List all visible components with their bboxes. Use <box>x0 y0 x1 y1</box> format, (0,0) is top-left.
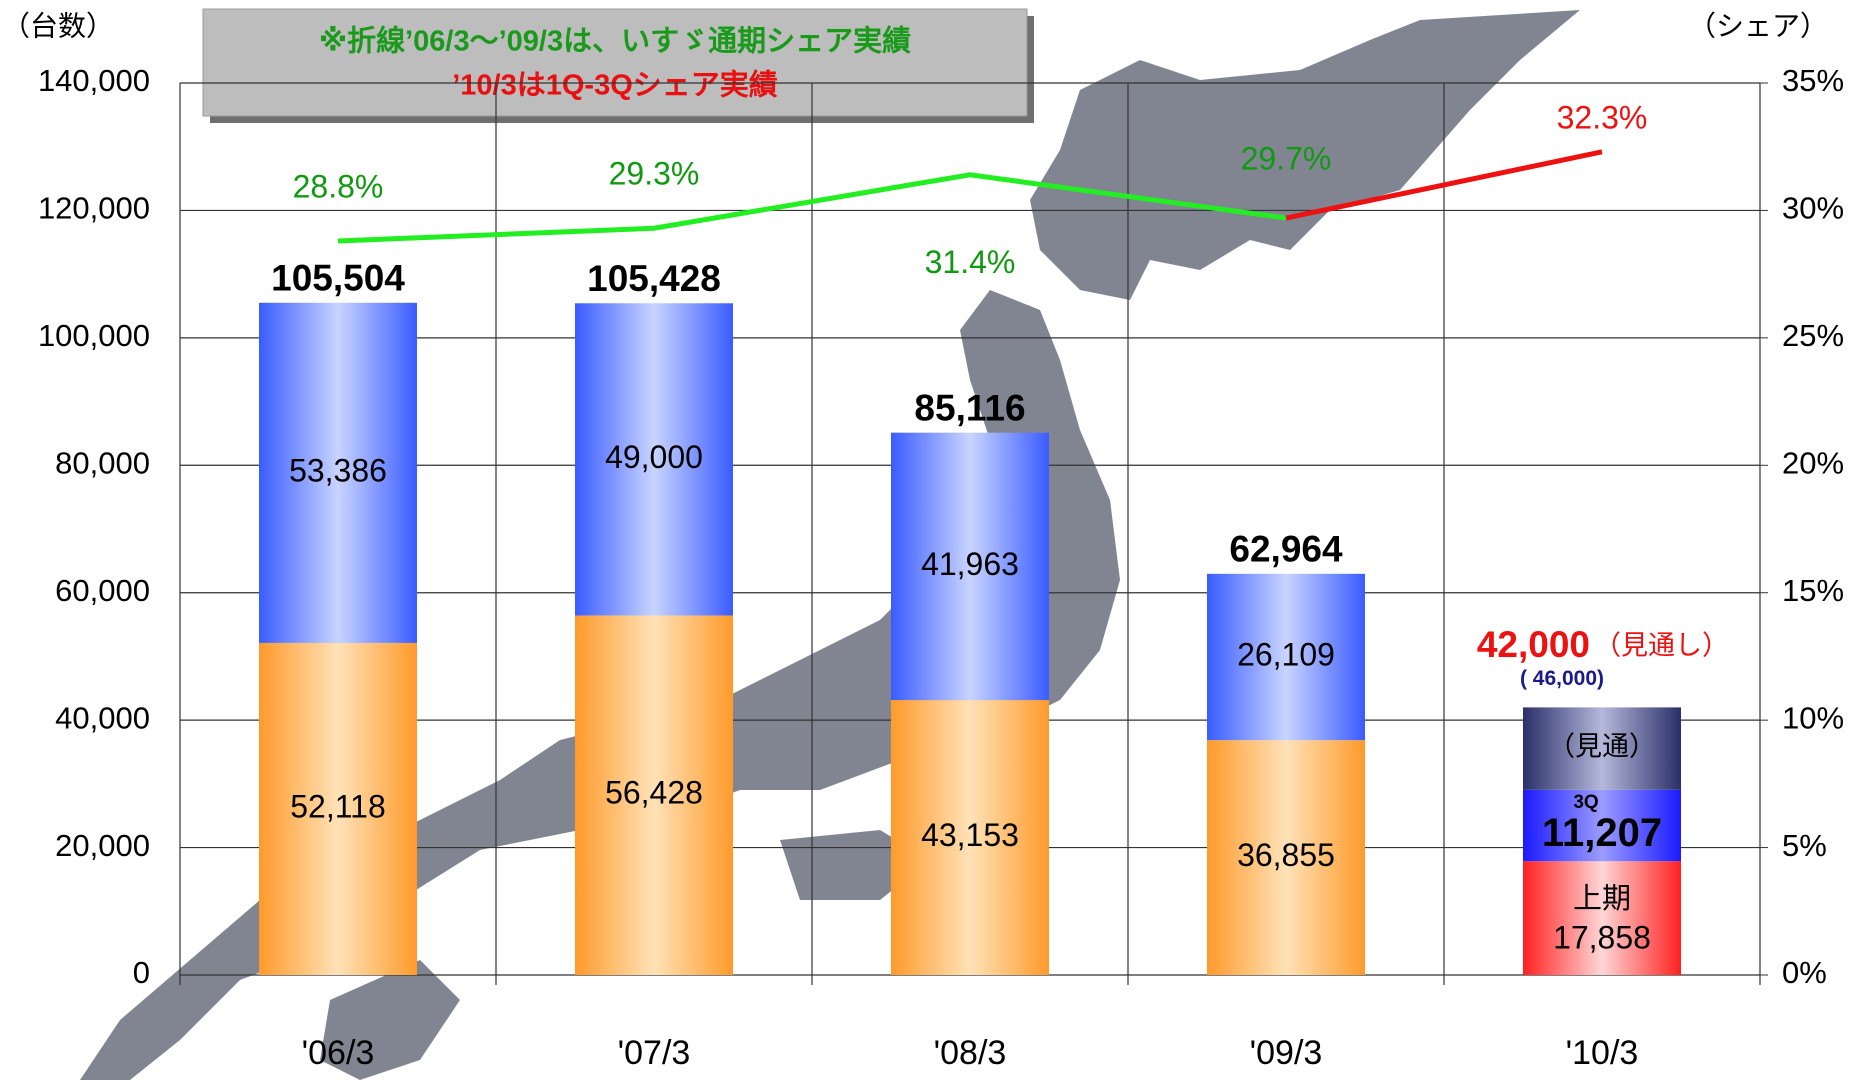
y2-tick-label: 25% <box>1782 318 1844 353</box>
segment-label: 43,153 <box>921 817 1019 853</box>
share-label: 29.7% <box>1241 141 1332 177</box>
forecast-note: （見通し） <box>1594 631 1729 661</box>
y-tick-label: 40,000 <box>55 700 150 735</box>
y2-tick-label: 10% <box>1782 700 1844 735</box>
y2-tick-label: 15% <box>1782 573 1844 608</box>
segment-label: 41,963 <box>921 546 1019 582</box>
bar-segment <box>1207 740 1365 975</box>
total-label: 85,116 <box>914 387 1025 428</box>
total-label: 62,964 <box>1229 529 1343 570</box>
share-line <box>337 172 1287 244</box>
x-tick-label: '06/3 <box>302 1034 375 1072</box>
segment-label: 11,207 <box>1542 811 1662 855</box>
bar-segment <box>1523 789 1681 862</box>
y2-tick-label: 35% <box>1782 63 1844 98</box>
total-label: 105,504 <box>271 258 405 299</box>
share-label: 32.3% <box>1557 99 1648 135</box>
share-label: 28.8% <box>293 168 384 204</box>
segment-label: 17,858 <box>1553 920 1651 956</box>
annotation-box <box>202 8 1028 117</box>
bar-segment <box>1523 861 1681 975</box>
x-tick-label: '09/3 <box>1250 1034 1323 1072</box>
x-tick-label: '10/3 <box>1566 1034 1639 1072</box>
bar-segment <box>259 642 417 975</box>
y-tick-label: 0 <box>133 955 150 990</box>
segment-name: 上期 <box>1573 883 1631 915</box>
y-tick-label: 80,000 <box>55 445 150 480</box>
total-label: 105,428 <box>587 258 721 299</box>
annotation-line: ※折線’06/3～’09/3は、いすゞ通期シェア実績 <box>319 24 911 58</box>
bar-segment <box>1207 573 1365 741</box>
share-line <box>1285 149 1603 221</box>
bar-segment <box>575 615 733 975</box>
segment-label: 52,118 <box>290 788 386 824</box>
segment-label: 53,386 <box>289 452 387 488</box>
annotation-line: ’10/3は1Q-3Qシェア実績 <box>452 68 778 102</box>
y2-tick-label: 0% <box>1782 955 1827 990</box>
segment-name: （見通） <box>1548 732 1656 762</box>
y2-tick-label: 5% <box>1782 828 1827 863</box>
bar-segment <box>259 302 417 643</box>
x-tick-label: '08/3 <box>934 1034 1007 1072</box>
segment-label: 26,109 <box>1237 636 1335 672</box>
y-tick-label: 60,000 <box>55 573 150 608</box>
y2-tick-label: 30% <box>1782 191 1844 226</box>
segment-label: 49,000 <box>605 439 703 475</box>
y-tick-label: 140,000 <box>38 63 150 98</box>
y2-axis-title: （シェア） <box>1688 10 1828 41</box>
y-tick-label: 100,000 <box>38 318 150 353</box>
bar-segment <box>891 700 1049 975</box>
segment-name: 3Q <box>1573 792 1598 813</box>
y-tick-label: 20,000 <box>55 828 150 863</box>
bar-segment <box>575 303 733 616</box>
x-tick-label: '07/3 <box>618 1034 691 1072</box>
bar-segment <box>891 432 1049 701</box>
forecast-prev: ( 46,000) <box>1520 667 1604 690</box>
bar-segment <box>1523 707 1681 790</box>
segment-label: 36,855 <box>1237 837 1335 873</box>
y-axis-title: （台数） <box>2 10 114 41</box>
y-tick-label: 120,000 <box>38 191 150 226</box>
total-label: 42,000 <box>1477 624 1590 665</box>
y2-tick-label: 20% <box>1782 445 1844 480</box>
share-label: 29.3% <box>609 156 700 192</box>
segment-label: 56,428 <box>605 775 703 811</box>
share-label: 31.4% <box>925 244 1016 280</box>
